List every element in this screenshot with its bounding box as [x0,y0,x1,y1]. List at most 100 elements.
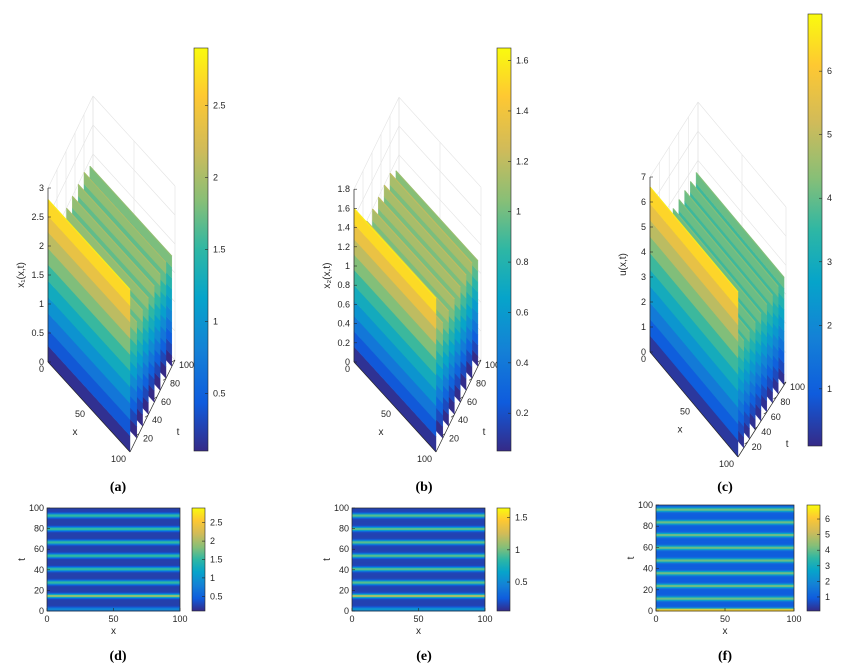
colorbar-tick-label: 4 [827,193,832,203]
heatmap-cell [352,514,485,516]
heatmap-cell [352,583,485,585]
surface-ridge-top [395,170,479,262]
surface-ridge-top [83,171,167,263]
heatmap-cell [656,537,794,540]
heatmap-cell [47,514,180,516]
heatmap-cell [47,548,180,550]
heatmap-cell [656,567,794,569]
grid-line [353,125,400,219]
y-tick-label: 80 [339,524,349,534]
heatmap-cell [656,551,794,554]
heatmap-cell [352,587,485,589]
heatmap-cell [47,569,180,572]
y-axis-label: t [322,558,333,561]
heatmap-cell [352,538,485,541]
heatmap-cell [352,605,485,608]
x-axis [353,361,437,453]
surface-ridge-top [684,190,774,296]
heatmap-cell [656,519,794,522]
heatmap-cell [352,508,485,510]
heatmap-cell [47,582,180,584]
heatmap-cell [352,596,485,599]
x-tick-label: 100 [477,614,492,624]
y-tick-label: 60 [643,542,653,552]
heatmap-cell [656,574,794,577]
heatmap-cell [656,597,794,599]
y-tick-label: 0 [344,606,349,616]
heatmap-cell [47,584,180,586]
heatmap-cell [47,603,180,606]
heatmap-cell [47,583,180,585]
heatmap-cell [47,594,180,596]
x-tick-label: 0 [641,354,646,364]
heatmap-cell [352,509,485,511]
heatmap-cell [352,532,485,535]
heatmap-cell [656,533,794,536]
heatmap-cell [47,546,180,548]
x-tick-label: 50 [413,614,423,624]
heatmap-cell [47,597,180,600]
heatmap-cell [352,606,485,609]
heatmap-cell [352,548,485,550]
heatmap-cell [352,560,485,562]
heatmap-cell [352,558,485,560]
heatmap-cell [656,572,794,575]
t-tick-label: 60 [771,412,781,422]
t-tick-label: 40 [458,415,468,425]
heatmap-cell [656,543,794,545]
heatmap-cell [47,510,180,512]
colorbar-tick-label: 0.8 [516,257,529,267]
x-axis-label: x [723,626,728,637]
heatmap-cell [47,539,180,542]
heatmap-cell [656,529,794,531]
z-tick-label: 1.6 [337,203,350,213]
heatmap-cell [47,554,180,556]
heatmap-cell [352,526,485,528]
heatmap-cell [47,598,180,601]
heatmap-cell [47,549,180,551]
colorbar-tick-label: 0.5 [213,388,226,398]
heatmap-cell [656,596,794,598]
panel-caption: (a) [110,480,127,495]
x-axis-label: x [111,626,116,637]
colorbar-tick-label: 0.5 [210,591,223,601]
colorbar-tick-label: 2 [825,576,830,586]
heatmap-cell [656,518,794,521]
heatmap-cell [352,597,485,600]
heatmap-cell [656,584,794,586]
heatmap-cell [47,585,180,587]
grid-line [649,131,699,207]
panel-caption: (f) [718,649,732,664]
heatmap-cell [656,560,794,562]
heatmap-cell [352,572,485,575]
heatmap-cell [656,538,794,541]
heatmap-cell [352,515,485,517]
heatmap-cell [47,601,180,604]
panel-d: 0 20 40 60 80 100 0 50 100 x t 0.5 1 1.5 2 2.5 (d) [17,503,223,664]
t-axis [435,359,482,453]
z-axis-label: x₂(x,t) [322,263,333,289]
heatmap-cell [352,565,485,568]
x-tick-label: 0 [39,364,44,374]
heatmap-cell [656,517,794,520]
heatmap-cell [352,534,485,537]
heatmap-cell [352,559,485,561]
heatmap-cell [352,528,485,531]
heatmap-cell [656,581,794,583]
x-tick-label: 0 [349,614,354,624]
heatmap-cell [352,581,485,583]
heatmap-cell [352,574,485,577]
heatmap-cell [352,566,485,569]
heatmap-cell [352,598,485,601]
heatmap-cell [656,603,794,606]
heatmap-cell [47,533,180,536]
heatmap-cell [352,510,485,512]
x-tick-label: 100 [172,614,187,624]
heatmap-cell [47,595,180,597]
heatmap-cell [352,569,485,572]
heatmap-cell [47,513,180,515]
heatmap-cell [656,547,794,549]
t-tick-label: 80 [170,378,180,388]
t-tick-label: 80 [780,397,790,407]
z-tick-label: 0.8 [337,280,350,290]
